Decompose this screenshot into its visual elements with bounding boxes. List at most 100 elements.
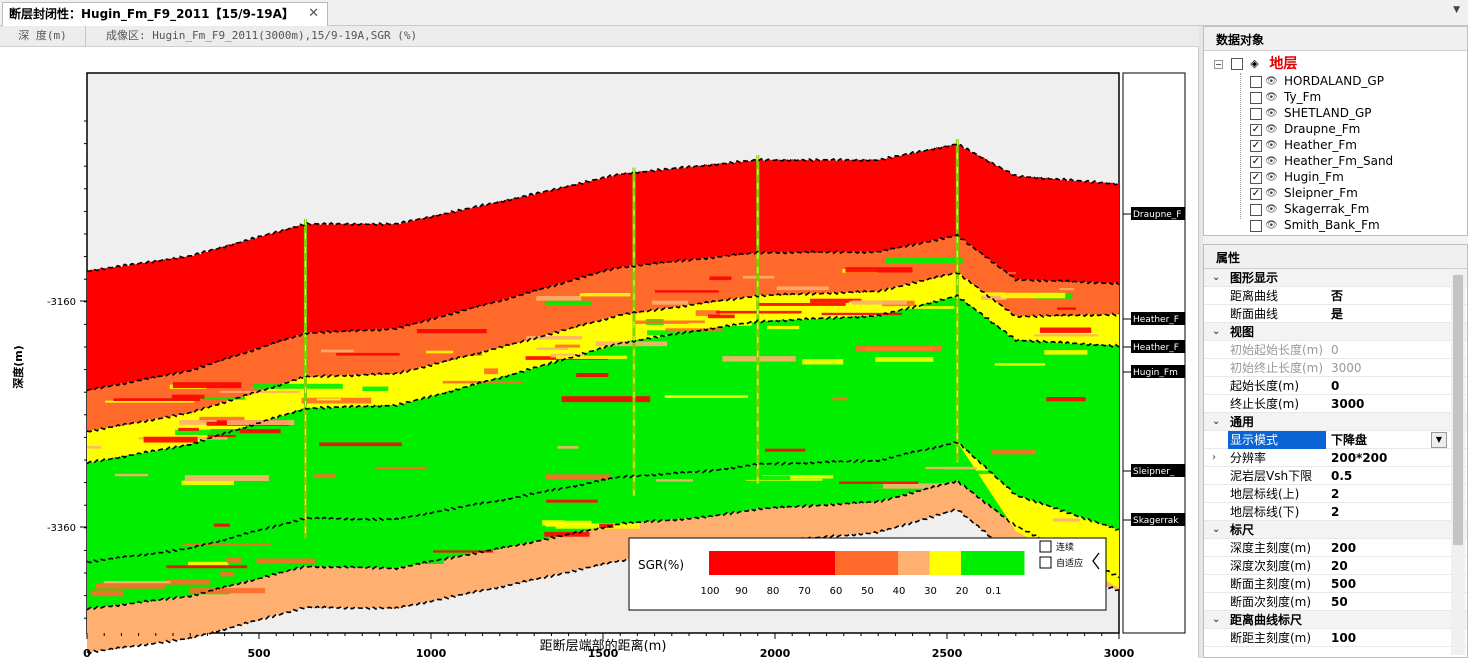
tree-item[interactable]: 👁 HORDALAND_GP xyxy=(1204,73,1467,89)
visibility-icon[interactable]: 👁 xyxy=(1265,123,1278,135)
fault-seal-heatmap[interactable]: 0 500 1000 1500 2000 2500 3000 -3160 -3360 距断层端… xyxy=(0,47,1199,658)
chevron-right-icon[interactable]: › xyxy=(1212,452,1216,463)
property-category[interactable]: ⌄ 图形显示 xyxy=(1204,269,1467,287)
property-value[interactable]: 0 xyxy=(1331,379,1340,393)
sgr-streak xyxy=(544,300,591,306)
layer-checkbox[interactable] xyxy=(1250,203,1262,216)
property-value[interactable]: 否 xyxy=(1331,289,1344,303)
tree-root-strata[interactable]: − ◈ 地层 xyxy=(1204,55,1467,73)
dropdown-arrow-icon[interactable]: ▼ xyxy=(1431,432,1447,448)
layer-checkbox[interactable]: ✓ xyxy=(1250,155,1262,168)
collapse-legend-icon[interactable] xyxy=(1092,552,1100,570)
property-row[interactable]: 初始起始长度(m) 0 xyxy=(1204,341,1467,359)
chevron-down-icon[interactable]: ⌄ xyxy=(1212,326,1221,337)
property-row[interactable]: 泥岩层Vsh下限 0.5 xyxy=(1204,467,1467,485)
property-row[interactable]: 显示模式 下降盘 ▼ xyxy=(1204,431,1467,449)
property-row[interactable]: 断面曲线 是 xyxy=(1204,305,1467,323)
tree-item[interactable]: 👁 Ty_Fm xyxy=(1204,89,1467,105)
property-value[interactable]: 500 xyxy=(1331,577,1357,591)
chevron-down-icon[interactable]: ⌄ xyxy=(1212,272,1221,283)
visibility-icon[interactable]: 👁 xyxy=(1265,155,1278,167)
property-value[interactable]: 2 xyxy=(1331,505,1340,519)
property-row[interactable]: 断距主刻度(m) 100 xyxy=(1204,629,1467,647)
continuous-checkbox[interactable] xyxy=(1039,540,1052,553)
property-value[interactable]: 3000 xyxy=(1331,361,1362,375)
layer-checkbox[interactable]: ✓ xyxy=(1250,187,1262,200)
tree-item[interactable]: ✓ 👁 Sleipner_Fm xyxy=(1204,185,1467,201)
property-row[interactable]: 初始终止长度(m) 3000 xyxy=(1204,359,1467,377)
property-category[interactable]: ⌄ 视图 xyxy=(1204,323,1467,341)
property-value[interactable]: 20 xyxy=(1331,559,1348,573)
property-value[interactable]: 0.5 xyxy=(1331,469,1353,483)
depth-track-label[interactable]: 深 度(m) xyxy=(0,26,86,47)
property-value[interactable]: 50 xyxy=(1331,595,1348,609)
chevron-down-icon[interactable]: ⌄ xyxy=(1212,416,1221,427)
visibility-icon[interactable]: 👁 xyxy=(1265,171,1278,183)
x-tick-label: 2000 xyxy=(760,647,791,658)
tree-item[interactable]: 👁 SHETLAND_GP xyxy=(1204,105,1467,121)
property-row[interactable]: 深度次刻度(m) 20 xyxy=(1204,557,1467,575)
property-row[interactable]: 地层标线(上) 2 xyxy=(1204,485,1467,503)
visibility-icon[interactable]: 👁 xyxy=(1265,107,1278,119)
property-value[interactable]: 200*200 xyxy=(1331,451,1388,465)
tree-item[interactable]: 👁 Smith_Bank_Fm xyxy=(1204,217,1467,233)
visibility-icon[interactable]: 👁 xyxy=(1265,187,1278,199)
property-value[interactable]: 是 xyxy=(1331,307,1344,321)
layer-checkbox[interactable]: ✓ xyxy=(1250,171,1262,184)
scroll-thumb[interactable] xyxy=(1453,275,1463,545)
property-value[interactable]: 3000 xyxy=(1331,397,1365,411)
tree-item[interactable]: ✓ 👁 Hugin_Fm xyxy=(1204,169,1467,185)
layer-checkbox[interactable]: ✓ xyxy=(1250,139,1262,152)
property-row[interactable]: 终止长度(m) 3000 xyxy=(1204,395,1467,413)
splitter[interactable] xyxy=(1199,26,1203,658)
horizon-label-box xyxy=(1131,513,1185,526)
root-checkbox[interactable] xyxy=(1231,58,1244,70)
sgr-streak xyxy=(220,390,300,393)
horizon-line xyxy=(86,271,1120,433)
property-value[interactable]: 100 xyxy=(1331,631,1357,645)
tree-item[interactable]: 👁 Skagerrak_Fm xyxy=(1204,201,1467,217)
layer-checkbox[interactable] xyxy=(1250,219,1262,232)
property-row[interactable]: 断面次刻度(m) 50 xyxy=(1204,593,1467,611)
visibility-icon[interactable]: 👁 xyxy=(1265,139,1278,151)
visibility-icon[interactable]: 👁 xyxy=(1265,75,1278,87)
property-row[interactable]: 深度主刻度(m) 200 xyxy=(1204,539,1467,557)
tree-item[interactable]: ✓ 👁 Draupne_Fm xyxy=(1204,121,1467,137)
close-icon[interactable]: ✕ xyxy=(308,6,319,21)
legend-tick-label: 40 xyxy=(893,586,906,597)
tree-item[interactable]: ✓ 👁 Heather_Fm_Sand xyxy=(1204,153,1467,169)
property-category[interactable]: ⌄ 距离曲线标尺 xyxy=(1204,611,1467,629)
sgr-streak xyxy=(985,272,1016,275)
property-value[interactable]: 2 xyxy=(1331,487,1340,501)
sgr-streak xyxy=(688,322,752,326)
tab-list-dropdown-icon[interactable]: ▼ xyxy=(1453,5,1460,15)
layer-checkbox[interactable] xyxy=(1250,91,1262,104)
property-row[interactable]: 距离曲线 否 xyxy=(1204,287,1467,305)
property-row[interactable]: 起始长度(m) 0 xyxy=(1204,377,1467,395)
property-row[interactable]: › 分辨率 200*200 xyxy=(1204,449,1467,467)
tree-item[interactable]: ✓ 👁 Heather_Fm xyxy=(1204,137,1467,153)
horizon-label-box xyxy=(1131,365,1185,378)
document-tab[interactable]: 断层封闭性：Hugin_Fm_F9_2011【15/9-19A】 ✕ xyxy=(2,2,328,26)
layer-checkbox[interactable] xyxy=(1250,107,1262,120)
adaptive-checkbox[interactable] xyxy=(1039,556,1052,569)
collapse-icon[interactable]: − xyxy=(1214,59,1223,69)
visibility-icon[interactable]: 👁 xyxy=(1265,203,1278,215)
visibility-icon[interactable]: 👁 xyxy=(1265,219,1278,231)
chevron-down-icon[interactable]: ⌄ xyxy=(1212,614,1221,625)
properties-scrollbar[interactable] xyxy=(1451,271,1465,655)
layer-checkbox[interactable]: ✓ xyxy=(1250,123,1262,136)
layer-checkbox[interactable] xyxy=(1250,75,1262,88)
property-row[interactable]: 断面主刻度(m) 500 xyxy=(1204,575,1467,593)
property-value[interactable]: 200 xyxy=(1331,541,1357,555)
property-category[interactable]: ⌄ 标尺 xyxy=(1204,521,1467,539)
x-tick-label: 500 xyxy=(248,647,271,658)
visibility-icon[interactable]: 👁 xyxy=(1265,91,1278,103)
tree-item-label: Skagerrak_Fm xyxy=(1284,202,1370,216)
property-name: 显示模式 xyxy=(1228,431,1326,449)
property-value[interactable]: 下降盘 xyxy=(1331,433,1368,447)
property-value[interactable]: 0 xyxy=(1331,343,1339,357)
property-row[interactable]: 地层标线(下) 2 xyxy=(1204,503,1467,521)
chevron-down-icon[interactable]: ⌄ xyxy=(1212,524,1221,535)
property-category[interactable]: ⌄ 通用 xyxy=(1204,413,1467,431)
